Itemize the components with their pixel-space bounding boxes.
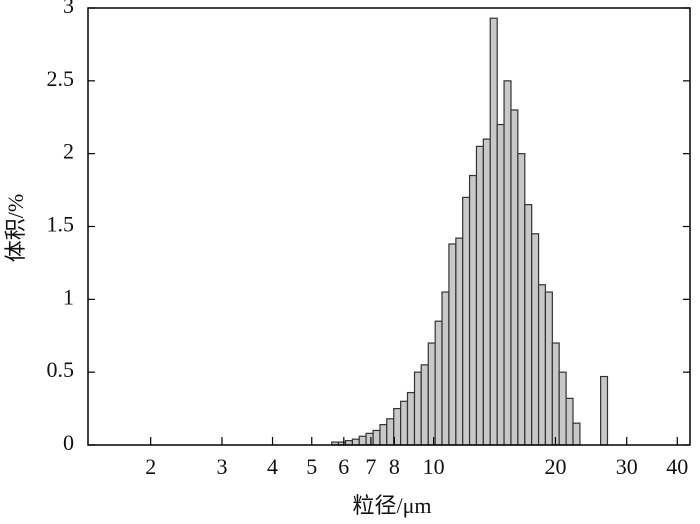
bar bbox=[372, 429, 381, 446]
x-tick-label: 4 bbox=[267, 454, 278, 479]
x-tick-label: 7 bbox=[365, 454, 376, 479]
bar bbox=[565, 397, 574, 446]
bar bbox=[379, 424, 388, 446]
x-tick-label: 3 bbox=[216, 454, 227, 479]
y-tick-label: 0 bbox=[63, 430, 74, 455]
bar bbox=[365, 432, 374, 446]
bar bbox=[551, 342, 560, 446]
bar bbox=[448, 243, 457, 446]
x-tick-label: 8 bbox=[389, 454, 400, 479]
x-tick-label: 5 bbox=[306, 454, 317, 479]
y-axis-label: 体积/% bbox=[3, 194, 28, 262]
plot-frame bbox=[87, 7, 691, 446]
bar bbox=[413, 371, 422, 446]
bar bbox=[462, 196, 471, 446]
x-axis-label: 粒径/μm bbox=[352, 493, 431, 518]
bar bbox=[510, 109, 519, 446]
bar bbox=[400, 400, 409, 446]
bar bbox=[600, 375, 609, 446]
bar bbox=[572, 422, 581, 446]
x-tick-label: 6 bbox=[338, 454, 349, 479]
bar bbox=[482, 138, 491, 446]
y-tick-label: 2 bbox=[63, 139, 74, 164]
bar bbox=[358, 435, 367, 446]
bar bbox=[524, 204, 533, 446]
bar bbox=[455, 237, 464, 446]
bar bbox=[434, 320, 443, 446]
bar bbox=[503, 80, 512, 446]
bar bbox=[475, 145, 484, 446]
bar bbox=[489, 17, 498, 446]
bar bbox=[406, 391, 416, 446]
y-tick-label: 1 bbox=[63, 284, 74, 309]
x-tick-label: 20 bbox=[544, 454, 566, 479]
y-tick-label: 0.5 bbox=[47, 357, 75, 382]
bar bbox=[496, 123, 505, 446]
y-tick-label: 3 bbox=[63, 0, 74, 18]
x-tick-label: 2 bbox=[145, 454, 156, 479]
x-tick-label: 30 bbox=[616, 454, 638, 479]
bar bbox=[537, 284, 547, 446]
bar bbox=[468, 174, 478, 446]
bar bbox=[351, 438, 360, 446]
bar bbox=[544, 291, 553, 446]
y-tick-label: 2.5 bbox=[47, 66, 75, 91]
bar bbox=[386, 418, 395, 446]
y-tick-label: 1.5 bbox=[47, 212, 75, 237]
bar bbox=[517, 153, 526, 446]
bar bbox=[558, 371, 567, 446]
x-tick-label: 40 bbox=[666, 454, 688, 479]
bar bbox=[427, 342, 436, 446]
x-tick-label: 10 bbox=[423, 454, 445, 479]
bar bbox=[531, 233, 540, 446]
bar bbox=[441, 291, 450, 446]
bar bbox=[420, 364, 429, 446]
